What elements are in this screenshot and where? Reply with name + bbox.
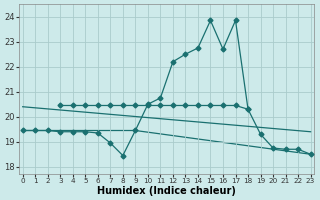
X-axis label: Humidex (Indice chaleur): Humidex (Indice chaleur) bbox=[97, 186, 236, 196]
